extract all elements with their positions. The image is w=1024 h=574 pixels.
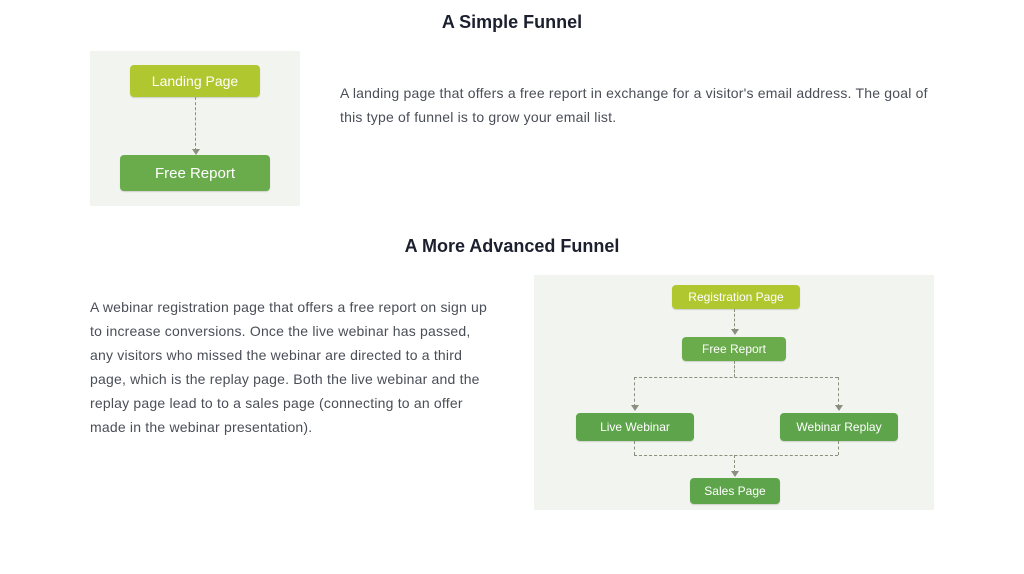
- connector-merge-horiz: [634, 455, 838, 456]
- node-webinar-replay: Webinar Replay: [780, 413, 898, 441]
- arrowhead-reg-to-report: [731, 329, 739, 335]
- connector-reg-to-report: [734, 309, 735, 331]
- connector-simple: [195, 97, 196, 151]
- diagram-simple-funnel: Landing Page Free Report: [90, 51, 300, 206]
- connector-merge-left: [634, 441, 635, 455]
- section-simple: Landing Page Free Report A landing page …: [0, 51, 1024, 226]
- node-live-webinar: Live Webinar: [576, 413, 694, 441]
- section-advanced: A webinar registration page that offers …: [0, 275, 1024, 530]
- node-free-report-2: Free Report: [682, 337, 786, 361]
- heading-advanced-funnel: A More Advanced Funnel: [0, 236, 1024, 257]
- connector-branch-left: [634, 377, 635, 407]
- arrowhead-merge: [731, 471, 739, 477]
- paragraph-simple: A landing page that offers a free report…: [340, 51, 934, 129]
- node-sales-page: Sales Page: [690, 478, 780, 504]
- node-registration-page: Registration Page: [672, 285, 800, 309]
- connector-branch-right: [838, 377, 839, 407]
- node-landing-page: Landing Page: [130, 65, 260, 97]
- connector-branch-down: [734, 361, 735, 377]
- paragraph-advanced: A webinar registration page that offers …: [90, 275, 494, 439]
- connector-merge-right: [838, 441, 839, 455]
- node-free-report: Free Report: [120, 155, 270, 191]
- arrowhead-branch-left: [631, 405, 639, 411]
- heading-simple-funnel: A Simple Funnel: [0, 12, 1024, 33]
- arrowhead-branch-right: [835, 405, 843, 411]
- connector-branch-horiz: [634, 377, 838, 378]
- diagram-advanced-funnel: Registration Page Free Report Live Webin…: [534, 275, 934, 510]
